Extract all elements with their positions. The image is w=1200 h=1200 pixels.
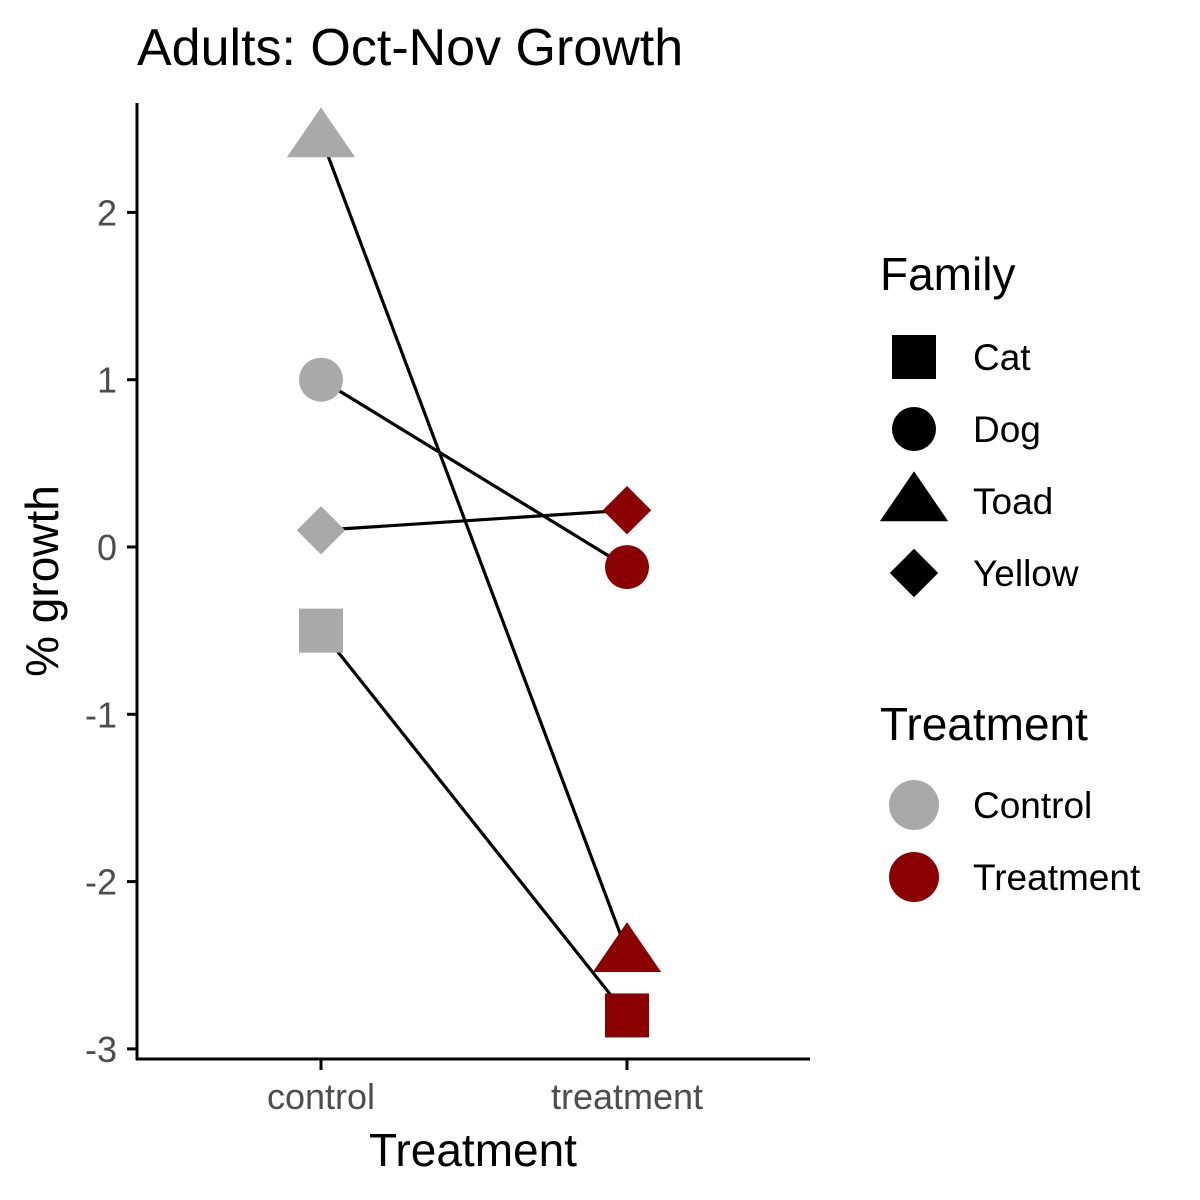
legend-treatment-items: Control Treatment bbox=[889, 780, 1141, 902]
point-yellow-control bbox=[296, 506, 346, 555]
y-axis-ticks: -3 -2 -1 0 1 2 bbox=[85, 192, 137, 1070]
y-tick-label: 2 bbox=[97, 192, 117, 233]
y-tick-label: 1 bbox=[97, 360, 117, 401]
data-points bbox=[286, 107, 662, 1038]
legend-label-cat: Cat bbox=[973, 337, 1031, 378]
family-lines bbox=[319, 136, 629, 1017]
chart-title: Adults: Oct-Nov Growth bbox=[137, 19, 683, 77]
legend-label-control: Control bbox=[973, 785, 1092, 826]
line-toad bbox=[319, 136, 629, 953]
legend-key-treatment bbox=[889, 852, 939, 902]
x-tick-label: control bbox=[267, 1076, 375, 1117]
legend-label-yellow: Yellow bbox=[973, 553, 1079, 594]
legend-key-toad bbox=[879, 471, 949, 522]
legend-key-dog bbox=[892, 407, 936, 451]
point-cat-control bbox=[299, 608, 343, 653]
legend-label-dog: Dog bbox=[973, 409, 1041, 450]
y-tick-label: 0 bbox=[97, 527, 117, 568]
y-axis-title: % growth bbox=[16, 485, 68, 677]
point-yellow-treatment bbox=[602, 485, 652, 535]
legend-key-yellow bbox=[889, 548, 939, 598]
point-dog-treatment bbox=[605, 545, 649, 590]
legend-label-toad: Toad bbox=[973, 481, 1053, 522]
legend-treatment-title: Treatment bbox=[880, 698, 1088, 750]
y-tick-label: -2 bbox=[85, 862, 117, 903]
plot-panel: -3 -2 -1 0 1 2 control treatment bbox=[85, 103, 810, 1117]
legend-family-title: Family bbox=[880, 248, 1015, 300]
point-cat-treatment bbox=[605, 993, 649, 1038]
y-tick-label: -1 bbox=[85, 694, 117, 735]
legend-family-items: Cat Dog Toad Yellow bbox=[879, 335, 1079, 598]
x-axis-ticks: control treatment bbox=[267, 1060, 703, 1117]
legend-family: Family Cat Dog Toad Yellow bbox=[879, 248, 1079, 598]
point-toad-control bbox=[286, 107, 356, 158]
line-cat bbox=[319, 629, 629, 1017]
point-toad-treatment bbox=[592, 922, 662, 973]
x-axis-title: Treatment bbox=[369, 1124, 577, 1176]
line-yellow bbox=[320, 508, 628, 532]
legend-label-treatment: Treatment bbox=[973, 857, 1141, 898]
line-dog bbox=[320, 378, 628, 569]
legend-treatment: Treatment Control Treatment bbox=[880, 698, 1141, 902]
legend-key-cat bbox=[892, 335, 936, 379]
y-tick-label: -3 bbox=[85, 1029, 117, 1070]
legend-key-control bbox=[889, 780, 939, 830]
point-dog-control bbox=[299, 357, 343, 402]
x-tick-label: treatment bbox=[551, 1076, 703, 1117]
